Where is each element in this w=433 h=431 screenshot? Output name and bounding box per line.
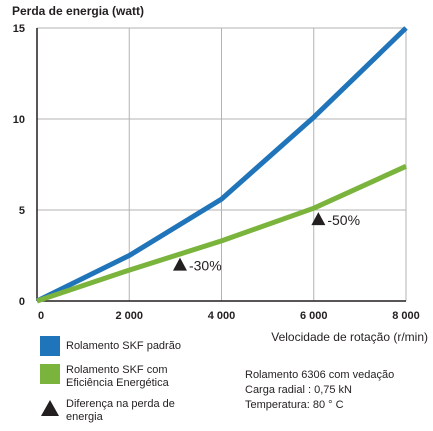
legend-item-difference: Diferença na perda de energia [40, 398, 191, 424]
tick-labels: 0 2 000 4 000 6 000 8 000 0 5 10 15 [13, 23, 420, 322]
y-tick-label: 0 [19, 296, 25, 308]
legend-label-efficient: Rolamento SKF com Eficiência Energética [66, 364, 169, 389]
annotation-triangle [172, 257, 187, 271]
y-axis-label: Perda de energia (watt) [12, 4, 145, 18]
legend-item-standard: Rolamento SKF padrão [40, 336, 181, 356]
legend-label-standard: Rolamento SKF padrão [66, 340, 181, 352]
chart-area: 0 2 000 4 000 6 000 8 000 0 5 10 15 -30% -50% [13, 23, 420, 322]
series-line-1 [35, 26, 408, 304]
legend-swatch-standard [40, 336, 60, 356]
note-temperature: Temperatura: 80 ° C [245, 399, 344, 411]
triangle-icon [41, 400, 59, 416]
y-tick-label: 15 [13, 23, 25, 35]
x-tick-label: 4 000 [208, 310, 236, 322]
note-bearing: Rolamento 6306 com vedação [245, 369, 395, 381]
series-line-2 [36, 164, 408, 304]
annotation-label: -50% [327, 212, 360, 228]
x-tick-label: 0 [38, 310, 44, 322]
legend-swatch-efficient [40, 364, 60, 384]
y-tick-label: 5 [19, 205, 25, 217]
y-tick-label: 10 [13, 114, 25, 126]
legend-item-efficient: Rolamento SKF com Eficiência Energética [40, 364, 186, 390]
note-radial-load: Carga radial : 0,75 kN [245, 384, 352, 396]
x-tick-label: 6 000 [300, 310, 328, 322]
series-lines [35, 26, 408, 304]
grid [37, 27, 407, 301]
legend-label-difference: Diferença na perda de energia [66, 398, 175, 423]
axes [36, 28, 406, 302]
x-tick-label: 8 000 [392, 310, 420, 322]
annotations: -30% -50% [172, 212, 360, 274]
annotation-triangle [311, 212, 326, 226]
x-axis-label: Velocidade de rotação (r/min) [271, 330, 428, 344]
x-tick-label: 2 000 [115, 310, 143, 322]
annotation-label: -30% [189, 258, 222, 274]
test-conditions: Rolamento 6306 com vedação Carga radial … [245, 368, 394, 413]
